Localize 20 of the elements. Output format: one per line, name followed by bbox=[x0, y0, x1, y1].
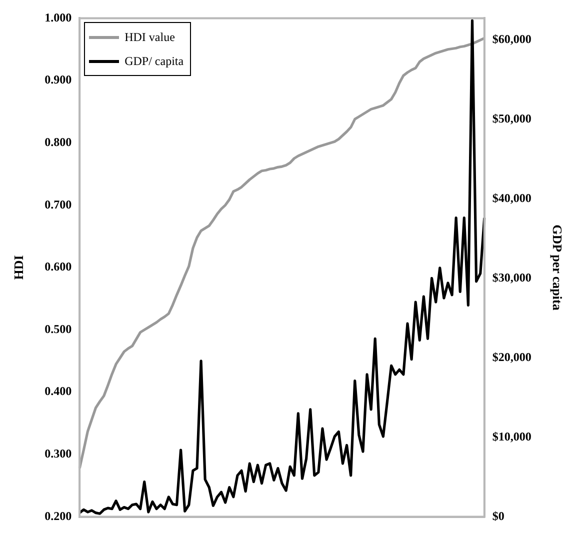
y-tick-label: 0.600 bbox=[44, 260, 72, 274]
y-tick-label: 0.800 bbox=[44, 134, 72, 149]
y2-tick-label: $60,000 bbox=[492, 32, 532, 46]
y-tick-label: 0.500 bbox=[44, 322, 72, 336]
y-tick-label: 0.200 bbox=[44, 508, 72, 523]
y2-tick-label: $20,000 bbox=[492, 350, 532, 364]
y-tick-label: 0.700 bbox=[44, 197, 72, 212]
y2-tick-label: $0 bbox=[492, 508, 504, 523]
y-tick-label: 0.300 bbox=[44, 446, 72, 461]
y2-tick-label: $10,000 bbox=[492, 429, 532, 444]
y-axis-title: HDI bbox=[11, 255, 26, 280]
y2-tick-label: $30,000 bbox=[492, 270, 532, 284]
legend-label: GDP/ capita bbox=[124, 54, 184, 69]
y-tick-label: 0.900 bbox=[44, 72, 72, 87]
y-tick-label: 1.000 bbox=[44, 10, 72, 24]
y2-axis-title: GDP per capita bbox=[550, 224, 565, 311]
y2-tick-label: $40,000 bbox=[492, 190, 532, 205]
legend-label: HDI value bbox=[124, 30, 175, 45]
y-tick-label: 0.400 bbox=[44, 384, 72, 398]
y2-tick-label: $50,000 bbox=[492, 111, 532, 126]
